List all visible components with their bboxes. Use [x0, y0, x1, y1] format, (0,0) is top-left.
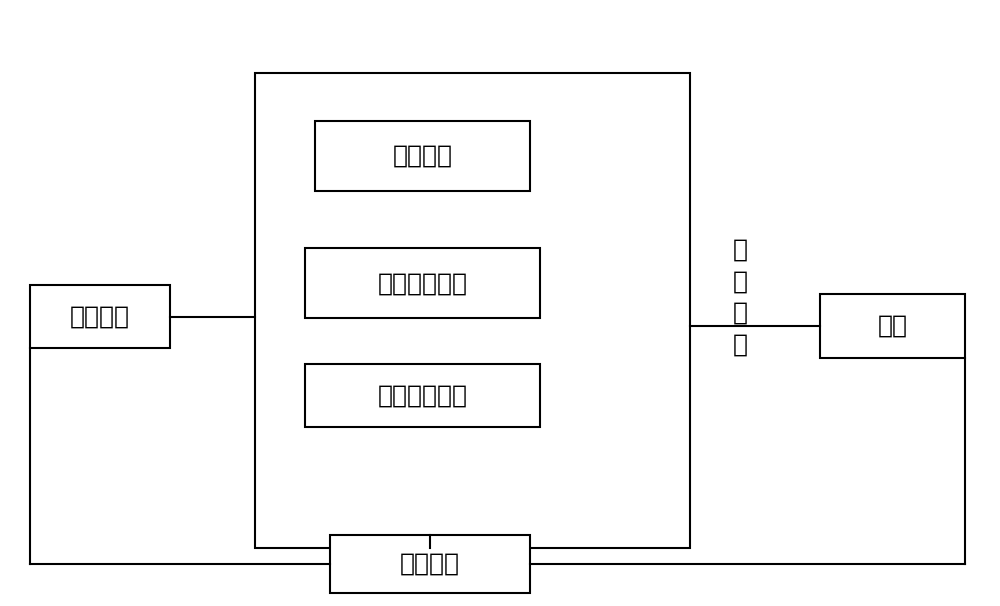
Bar [330, 535, 530, 593]
Bar [315, 121, 530, 191]
Text: 中
控
模
块: 中 控 模 块 [732, 238, 748, 356]
Text: 提醒模块: 提醒模块 [70, 305, 130, 328]
Bar [820, 294, 965, 358]
Text: 相机: 相机 [878, 314, 908, 338]
Text: 定位模块: 定位模块 [392, 144, 452, 168]
Text: 速度感知模块: 速度感知模块 [378, 384, 468, 407]
Bar [305, 248, 540, 318]
Text: 电源模块: 电源模块 [400, 552, 460, 576]
Text: 模式识别模块: 模式识别模块 [378, 271, 468, 295]
Bar [305, 364, 540, 427]
Bar [255, 73, 690, 548]
Bar [30, 285, 170, 348]
